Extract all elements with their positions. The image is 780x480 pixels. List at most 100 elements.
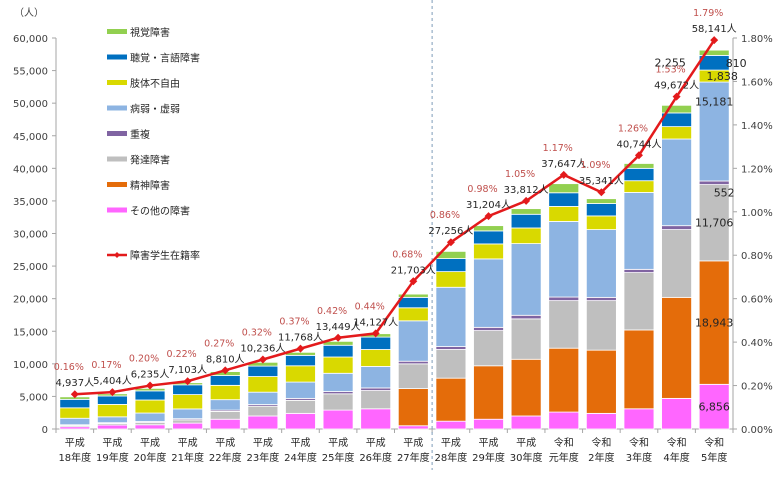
x-tick-label-era: 平成 [403,437,423,449]
left-axis-tick-label: 10,000 [13,360,48,371]
total-label: 4,937人 [55,377,94,389]
segment-value-label: 18,943 [695,317,734,330]
bar-segment [548,411,580,430]
bar-segment [473,326,504,331]
bar-segment [209,418,241,430]
rate-line [70,36,719,399]
x-tick-label-year: 21年度 [171,451,204,464]
x-tick-label-era: 平成 [441,437,461,449]
bar-segment [661,397,692,430]
left-axis-tick-label: 60,000 [13,34,48,45]
bar-segment [97,395,128,405]
bar-segment [623,192,655,270]
total-label: 11,768人 [278,332,323,344]
x-tick-label-year: 元年度 [549,451,579,464]
rate-point-marker [146,381,155,390]
total-label: 37,647人 [541,158,586,170]
bar-segment [172,419,204,424]
bar-segment [585,203,617,217]
left-axis: 0 5,000 10,000 15,000 20,000 25,000 30,000 35,0… [13,34,734,436]
rate-point-marker [484,212,493,221]
bar-segment [510,314,542,320]
bar-segment [247,376,279,393]
rate-label: 1.09% [580,160,610,171]
x-tick-label-era: 平成 [102,437,122,449]
left-axis-tick-label: 30,000 [13,230,48,241]
bar-segment [247,365,279,377]
legend-item: 発達障害 [107,154,170,167]
bar-segment [661,225,692,230]
x-tick-label-era: 平成 [290,437,310,449]
legend-item: 精神障害 [107,179,170,192]
bar-segment [134,399,166,414]
bar-segment [285,365,316,383]
total-label: 5,404人 [93,375,132,387]
bar-segment [397,307,429,322]
bar-stack [285,351,316,430]
legend-swatch [107,182,127,187]
legend-label: 肢体不自由 [130,77,180,90]
segment-value-label: 11,706 [695,217,734,230]
right-axis-tick-label: 1.40% [741,121,773,132]
bar-segment [623,268,655,274]
x-tick-label-era: 平成 [65,437,85,449]
bar-segment [435,349,467,379]
segment-value-label: 6,856 [698,401,730,414]
left-axis-tick-label: 15,000 [13,327,48,338]
bar-stack [435,250,467,430]
bar-segment [97,424,128,430]
rate-point-marker [371,329,380,338]
x-tick-label-era: 令和 [667,436,687,449]
bar-segment [623,180,655,193]
legend-swatch [107,131,127,136]
bar-stack [623,163,655,430]
segment-value-label: 552 [714,187,735,200]
bar-segment [59,407,91,419]
x-tick-label-year: 3年度 [626,451,652,464]
left-axis-tick-label: 55,000 [13,67,48,78]
bar-segment [285,354,316,367]
bar-segment [585,412,617,430]
rate-point-marker [559,170,568,179]
rate-label: 0.27% [204,338,234,349]
legend-label: 病弱・虚弱 [130,103,180,116]
bar-segment [435,271,467,288]
y-axis-unit-label: （人） [14,7,44,19]
bar-segment [548,221,580,298]
x-tick-label-year: 24年度 [284,451,317,464]
bar-segment [322,356,354,374]
bar-segment [134,390,166,401]
legend-item: 視覚障害 [107,26,170,39]
rate-label: 0.98% [467,184,497,195]
bar-stack [360,333,392,430]
bar-segment [435,377,467,422]
bar-segment [397,388,429,427]
rate-label: 1.05% [505,169,535,180]
right-axis-tick-label: 0.20% [741,382,773,393]
bar-segment [548,192,580,207]
segment-value-label: 1,838 [706,70,738,83]
bar-segment [285,399,316,414]
bar-segment [172,422,204,430]
bar-segment [623,329,655,410]
x-tick-label-era: 平成 [516,437,536,449]
bar-segment [397,296,429,309]
bar-segment [172,394,204,410]
x-tick-label-year: 4年度 [663,451,689,464]
rate-line-path [74,39,716,396]
x-tick-label-era: 平成 [253,437,273,449]
bar-segment [360,408,392,430]
rate-point-marker [597,188,606,197]
bar-segment [661,138,692,227]
bar-segment [134,424,166,430]
bar-segment [473,258,504,328]
bar-stack [585,198,617,430]
x-tick-label-year: 26年度 [359,451,392,464]
legend-swatch [107,156,127,162]
data-labels: 4,937人 0.16% 5,404人 0.17% 6,235人 0.20% 7,103人 0… [54,8,747,413]
bar-segment [548,183,580,194]
bar-stack [548,183,580,430]
rate-label: 0.17% [91,360,121,371]
bar-segment [473,230,504,245]
